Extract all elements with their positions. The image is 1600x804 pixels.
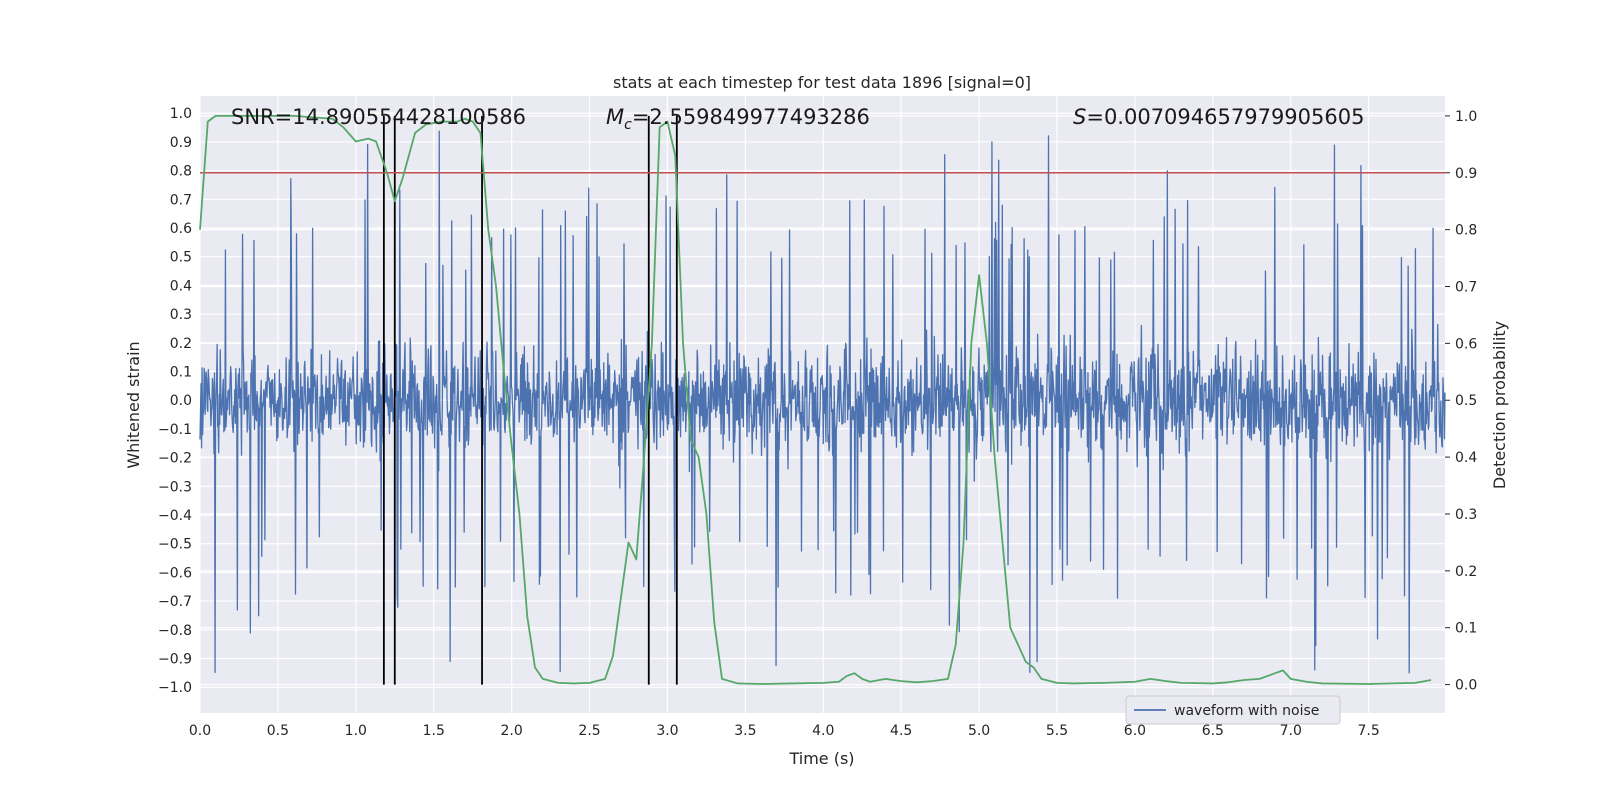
mc-value: =2.559849977493286 [632,105,870,129]
x-tick-label: 3.0 [656,723,678,739]
x-tick-label: 6.5 [1202,723,1224,739]
legend: waveform with noise [1125,695,1341,725]
right-y-tick-label: 0.3 [1455,507,1477,523]
x-tick-label: 5.0 [968,723,990,739]
left-y-tick-label: 0.7 [170,192,192,208]
left-y-tick-label: 0.3 [170,307,192,323]
waveform-series [199,130,1446,674]
probability-line [199,115,1432,685]
left-y-tick-label: 0.6 [170,221,192,237]
left-y-tick-label: 0.9 [170,135,192,151]
right-y-tick-label: 0.5 [1455,393,1477,409]
left-y-tick-label: 0.5 [170,250,192,266]
x-tick-label: 0.5 [267,723,289,739]
left-y-tick-label: 0.0 [170,393,192,409]
right-y-axis-label: Detection probability [1490,321,1509,489]
x-tick-label: 4.5 [890,723,912,739]
left-y-tick-label: 0.8 [170,164,192,180]
x-tick-label: 4.0 [812,723,834,739]
probability-series [199,115,1432,685]
right-y-tick-label: 0.1 [1455,621,1477,637]
snr-annotation: SNR=14.890554428100586 [231,105,526,129]
left-y-tick-label: 0.4 [170,278,192,294]
x-tick-label: 5.5 [1046,723,1068,739]
right-y-tick-label: 0.4 [1455,450,1477,466]
left-y-tick-label: 0.2 [170,336,192,352]
x-tick-label: 1.0 [345,723,367,739]
x-tick-label: 2.0 [501,723,523,739]
right-y-tick-label: 0.2 [1455,564,1477,580]
left-y-tick-label: −0.3 [158,479,192,495]
left-y-tick-label: −1.0 [158,680,192,696]
legend-label: waveform with noise [1174,703,1319,719]
chirp-mass-annotation: Mc=2.559849977493286 [606,105,870,133]
left-y-tick-label: −0.5 [158,537,192,553]
right-y-tick-label: 0.0 [1455,678,1477,694]
waveform-line [199,130,1446,674]
left-y-tick-label: −0.8 [158,623,192,639]
x-tick-label: 0.0 [189,723,211,739]
left-y-tick-labels: 1.0 0.9 0.8 0.7 0.6 0.5 0.4 0.3 0.2 0.1 0.0 −0.1 −0.… [158,106,192,696]
mc-symbol: M [606,105,624,129]
x-tick-label: 7.5 [1358,723,1380,739]
left-y-tick-label: −0.2 [158,451,192,467]
left-y-tick-label: −0.1 [158,422,192,438]
left-y-tick-label: 1.0 [170,106,192,122]
right-y-tick-label: 1.0 [1455,109,1477,125]
s-value: =0.007094657979905605 [1086,105,1364,129]
x-tick-label: 1.5 [423,723,445,739]
right-y-tick-label: 0.9 [1455,166,1477,182]
x-tick-label: 6.0 [1124,723,1146,739]
left-y-tick-label: −0.9 [158,651,192,667]
left-y-tick-label: −0.4 [158,508,192,524]
x-tick-label: 7.0 [1280,723,1302,739]
x-tick-label: 3.5 [734,723,756,739]
right-y-tick-label: 0.7 [1455,280,1477,296]
right-y-tick-labels: 1.0 0.9 0.8 0.7 0.6 0.5 0.4 0.3 0.2 0.1 0.0 [1445,109,1477,694]
legend-box [1125,695,1341,725]
left-y-tick-label: −0.7 [158,594,192,610]
left-y-axis-label: Whitened strain [124,341,143,468]
x-axis-label: Time (s) [788,749,854,768]
x-tick-labels: 0.0 0.5 1.0 1.5 2.0 2.5 3.0 3.5 4.0 4.5 5.0 5.5 6.0 6… [189,723,1380,739]
mc-subscript: c [624,117,632,133]
right-y-tick-label: 0.8 [1455,223,1477,239]
x-tick-label: 2.5 [578,723,600,739]
s-symbol: S [1073,105,1086,129]
right-y-tick-label: 0.6 [1455,336,1477,352]
left-y-tick-label: −0.6 [158,565,192,581]
s-annotation: S=0.007094657979905605 [1073,105,1364,129]
left-y-tick-label: 0.1 [170,364,192,380]
chart-title: stats at each timestep for test data 189… [613,73,1031,92]
